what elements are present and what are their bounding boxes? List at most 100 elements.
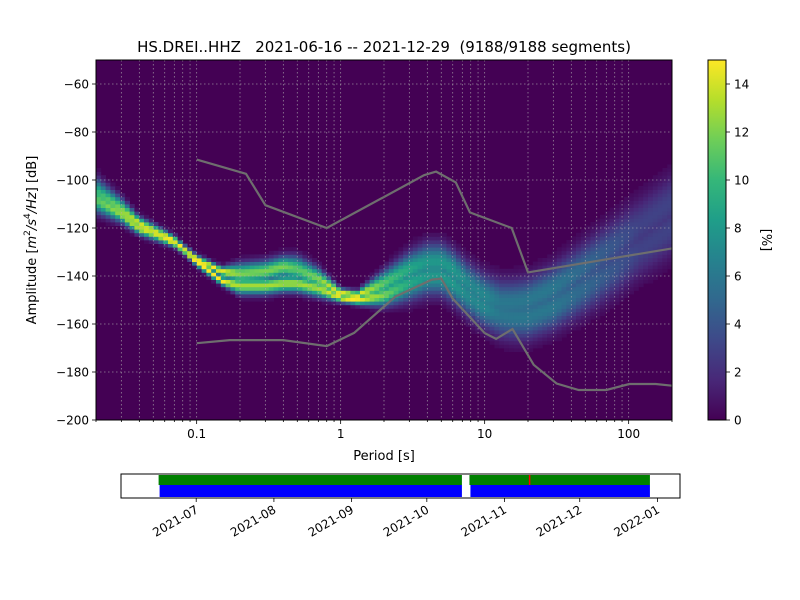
heatmap-cell (192, 265, 198, 270)
heatmap-cell (465, 290, 471, 295)
heatmap-cell (624, 286, 630, 291)
heatmap-cell (576, 243, 582, 248)
heatmap-cell (537, 315, 543, 320)
heatmap-cell (321, 283, 327, 288)
heatmap-cell (638, 193, 644, 198)
heatmap-cell (652, 243, 658, 248)
heatmap-cell (513, 265, 519, 270)
heatmap-cell (484, 337, 490, 342)
heatmap-cell (412, 240, 418, 244)
heatmap-cell (240, 279, 246, 284)
heatmap-cell (379, 304, 385, 309)
heatmap-cell (292, 272, 298, 277)
heatmap-cell (158, 232, 164, 237)
heatmap-cell (201, 258, 207, 262)
heatmap-cell (580, 322, 586, 327)
heatmap-cell (532, 308, 538, 313)
heatmap-cell (302, 261, 308, 266)
heatmap-cell (412, 250, 418, 255)
heatmap-cell (619, 200, 625, 205)
heatmap-cell (561, 297, 567, 302)
heatmap-cell (480, 301, 486, 306)
heatmap-cell (264, 279, 270, 284)
heatmap-cell (388, 279, 394, 284)
heatmap-cell (456, 312, 462, 316)
heatmap-cell (556, 337, 562, 342)
heatmap-cell (206, 268, 212, 273)
heatmap-cell (345, 286, 351, 291)
heatmap-cell (552, 254, 558, 259)
heatmap-cell (571, 276, 577, 280)
heatmap-cell (432, 261, 438, 266)
heatmap-cell (412, 279, 418, 284)
heatmap-cell (244, 276, 250, 280)
heatmap-cell (153, 222, 159, 226)
heatmap-cell (648, 268, 654, 273)
heatmap-cell (595, 243, 601, 248)
heatmap-cell (278, 286, 284, 291)
heatmap-cell (244, 279, 250, 284)
heatmap-cell (398, 301, 404, 306)
heatmap-cell (614, 268, 620, 273)
heatmap-cell (240, 283, 246, 288)
heatmap-cell (110, 204, 116, 208)
heatmap-cell (124, 229, 130, 234)
heatmap-cell (120, 196, 126, 201)
heatmap-cell (542, 290, 548, 295)
heatmap-cell (600, 290, 606, 295)
heatmap-cell (273, 272, 279, 277)
heatmap-cell (100, 193, 106, 198)
heatmap-cell (633, 243, 639, 248)
heatmap-cell (652, 265, 658, 270)
heatmap-cell (532, 312, 538, 316)
heatmap-cell (196, 250, 202, 255)
heatmap-cell (480, 319, 486, 324)
heatmap-cell (508, 330, 514, 334)
heatmap-cell (441, 250, 447, 255)
heatmap-cell (432, 276, 438, 280)
heatmap-cell (336, 290, 342, 295)
heatmap-cell (206, 272, 212, 277)
heatmap-cell (624, 290, 630, 295)
heatmap-cell (475, 304, 481, 309)
heatmap-cell (643, 229, 649, 234)
heatmap-cell (609, 229, 615, 234)
heatmap-cell (518, 319, 524, 324)
heatmap-cell (100, 175, 106, 180)
heatmap-cell (417, 286, 423, 291)
heatmap-cell (134, 232, 140, 237)
heatmap-cell (139, 218, 145, 223)
y-tick-label: −160 (56, 318, 89, 332)
heatmap-cell (619, 229, 625, 234)
heatmap-cell (648, 265, 654, 270)
heatmap-cell (556, 258, 562, 262)
heatmap-cell (436, 261, 442, 266)
heatmap-cell (398, 297, 404, 302)
heatmap-cell (172, 232, 178, 237)
heatmap-cell (427, 276, 433, 280)
heatmap-cell (96, 168, 102, 172)
heatmap-cell (547, 254, 553, 259)
heatmap-cell (552, 258, 558, 262)
heatmap-cell (388, 308, 394, 313)
heatmap-cell (432, 254, 438, 259)
heatmap-cell (115, 214, 121, 219)
heatmap-cell (652, 229, 658, 234)
heatmap-cell (604, 294, 610, 298)
heatmap-cell (499, 276, 505, 280)
heatmap-cell (259, 283, 265, 288)
heatmap-cell (470, 272, 476, 277)
heatmap-cell (422, 290, 428, 295)
heatmap-cell (662, 229, 668, 234)
heatmap-cell (532, 319, 538, 324)
heatmap-cell (576, 250, 582, 255)
heatmap-cell (648, 261, 654, 266)
x-tick-label: 1 (337, 427, 345, 441)
heatmap-cell (283, 283, 289, 288)
heatmap-cell (648, 247, 654, 252)
heatmap-cell (436, 232, 442, 237)
heatmap-cell (139, 232, 145, 237)
heatmap-cell (571, 240, 577, 244)
heatmap-cell (542, 322, 548, 327)
heatmap-cell (614, 229, 620, 234)
